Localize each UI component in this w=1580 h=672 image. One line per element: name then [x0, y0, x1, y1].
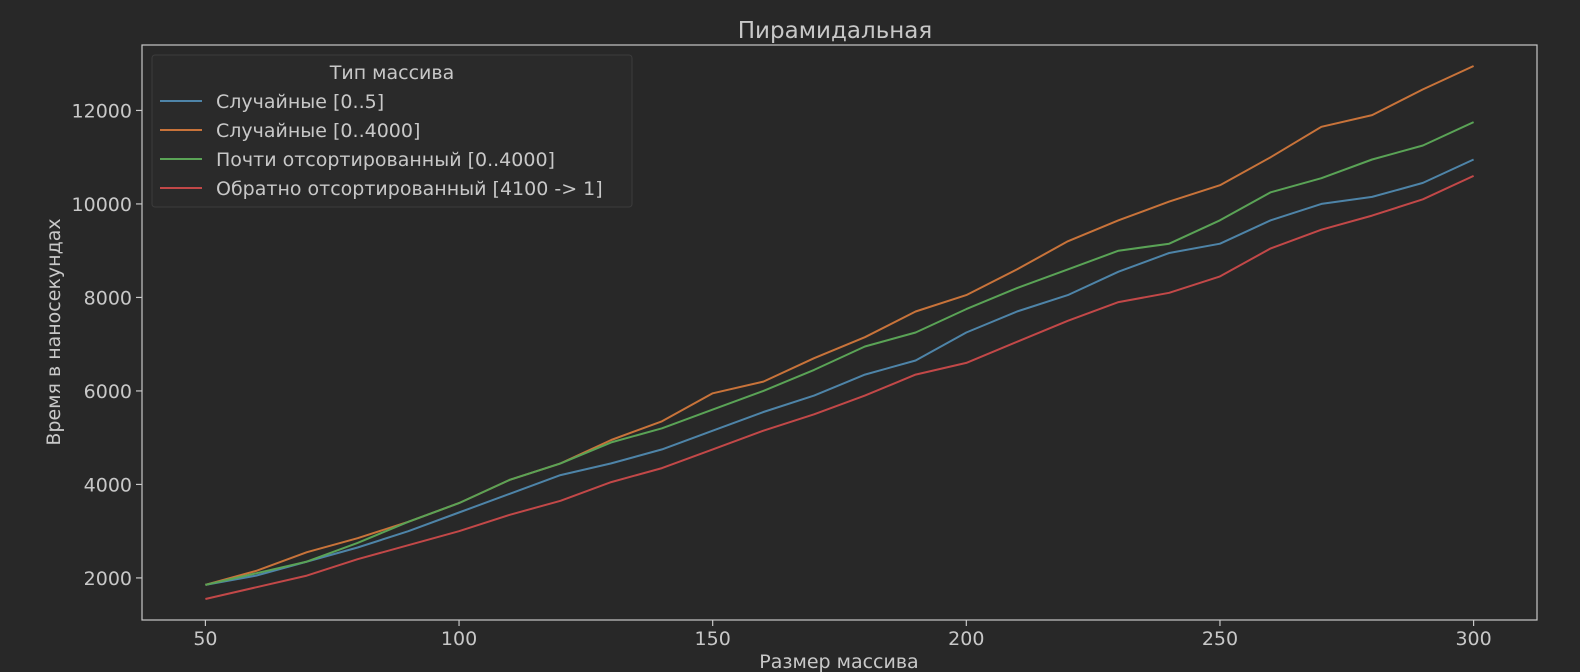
x-tick-label: 150 [695, 628, 731, 650]
legend-title: Тип массива [329, 62, 454, 84]
y-tick-label: 4000 [84, 474, 132, 496]
series-line-3 [205, 121, 1475, 586]
x-tick-label: 50 [193, 628, 217, 650]
plot-area [141, 44, 1538, 621]
y-tick-label: 8000 [84, 287, 132, 309]
y-tick-label: 6000 [84, 381, 132, 403]
legend: Тип массива Случайные [0..5]Случайные [0… [151, 54, 633, 208]
x-tick-label: 300 [1455, 628, 1491, 650]
legend-label-1: Случайные [0..5] [216, 91, 384, 113]
series-line-4 [205, 174, 1475, 600]
chart-title: Пирамидальная [738, 18, 932, 44]
y-tick-label: 12000 [72, 100, 132, 122]
series-line-1 [205, 158, 1475, 586]
legend-items: Случайные [0..5] Случайные [0..4000] Почти… [160, 91, 603, 200]
legend-label-4: Обратно отсортированный [4100 -> 1] [216, 178, 603, 200]
legend-label-3: Почти отсортированный [0..4000] [216, 149, 555, 171]
y-tick-label: 10000 [72, 194, 132, 216]
y-axis-label: Время в наносекундах [43, 218, 65, 445]
x-axis: 50 100 150 200 250 300 [193, 620, 1492, 650]
x-tick-label: 250 [1202, 628, 1238, 650]
x-tick-label: 100 [441, 628, 477, 650]
y-axis: 2000 4000 6000 8000 10000 12000 [72, 100, 142, 590]
legend-box [151, 54, 633, 208]
x-axis-label: Размер массива [759, 651, 918, 672]
x-tick-label: 200 [948, 628, 984, 650]
legend-label-2: Случайные [0..4000] [216, 120, 420, 142]
series-layer [205, 65, 1475, 600]
y-tick-label: 2000 [84, 568, 132, 590]
